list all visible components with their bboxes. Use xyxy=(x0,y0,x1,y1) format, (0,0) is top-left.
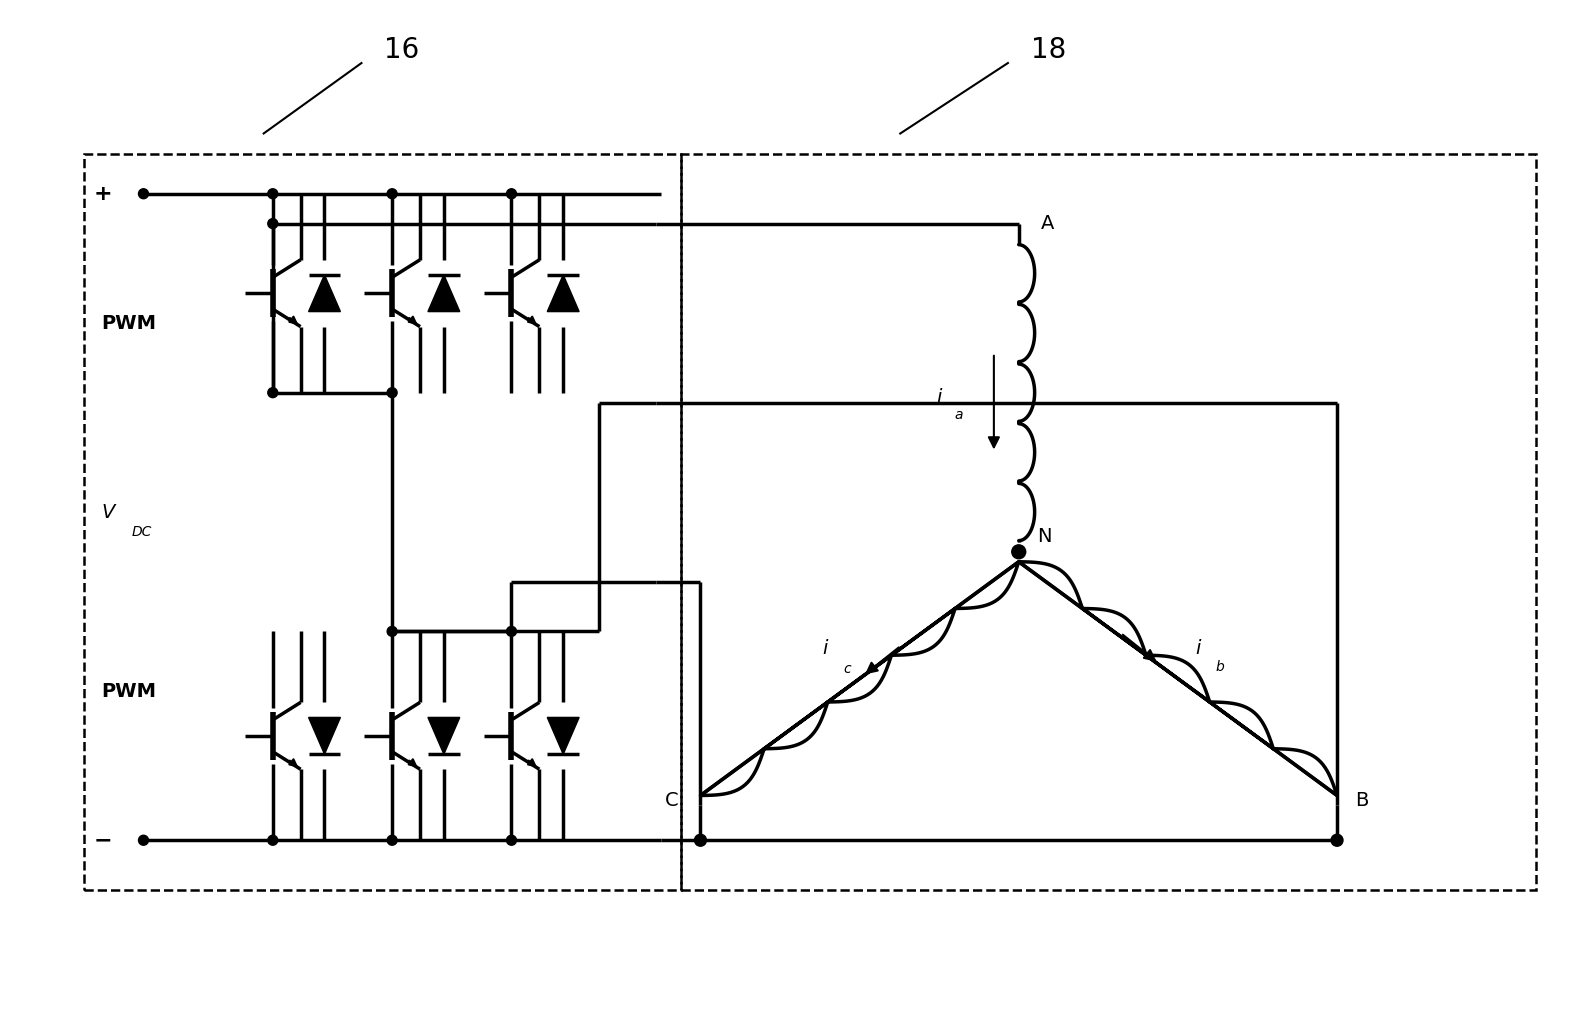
Text: −: − xyxy=(94,831,112,850)
Bar xyxy=(83,154,681,890)
Circle shape xyxy=(138,189,148,199)
Text: b: b xyxy=(1215,659,1225,674)
Circle shape xyxy=(267,189,278,199)
Text: A: A xyxy=(1041,214,1053,233)
Circle shape xyxy=(1012,545,1025,558)
Circle shape xyxy=(1331,834,1342,846)
Text: i: i xyxy=(937,388,942,408)
Polygon shape xyxy=(547,275,578,312)
Text: B: B xyxy=(1355,791,1368,810)
Text: N: N xyxy=(1036,527,1052,546)
Text: PWM: PWM xyxy=(102,314,157,332)
Text: i: i xyxy=(1195,639,1201,658)
Circle shape xyxy=(506,189,517,199)
Text: V: V xyxy=(102,503,115,521)
Polygon shape xyxy=(428,717,459,754)
Circle shape xyxy=(506,626,517,637)
Circle shape xyxy=(506,835,517,845)
Polygon shape xyxy=(308,717,341,754)
Circle shape xyxy=(695,834,706,846)
Circle shape xyxy=(387,835,398,845)
Text: i: i xyxy=(822,639,827,658)
Circle shape xyxy=(387,189,398,199)
Bar xyxy=(681,154,1536,890)
Circle shape xyxy=(267,219,278,228)
Text: C: C xyxy=(665,791,679,810)
Text: DC: DC xyxy=(132,525,152,539)
Circle shape xyxy=(267,835,278,845)
Text: a: a xyxy=(954,408,964,421)
Polygon shape xyxy=(308,275,341,312)
Circle shape xyxy=(138,835,148,845)
Polygon shape xyxy=(428,275,459,312)
Circle shape xyxy=(387,388,398,397)
Circle shape xyxy=(387,626,398,637)
Text: 18: 18 xyxy=(1031,35,1066,64)
Circle shape xyxy=(267,388,278,397)
Text: c: c xyxy=(844,662,852,676)
Polygon shape xyxy=(547,717,578,754)
Text: 16: 16 xyxy=(385,35,420,64)
Text: PWM: PWM xyxy=(102,681,157,701)
Text: +: + xyxy=(94,184,112,203)
